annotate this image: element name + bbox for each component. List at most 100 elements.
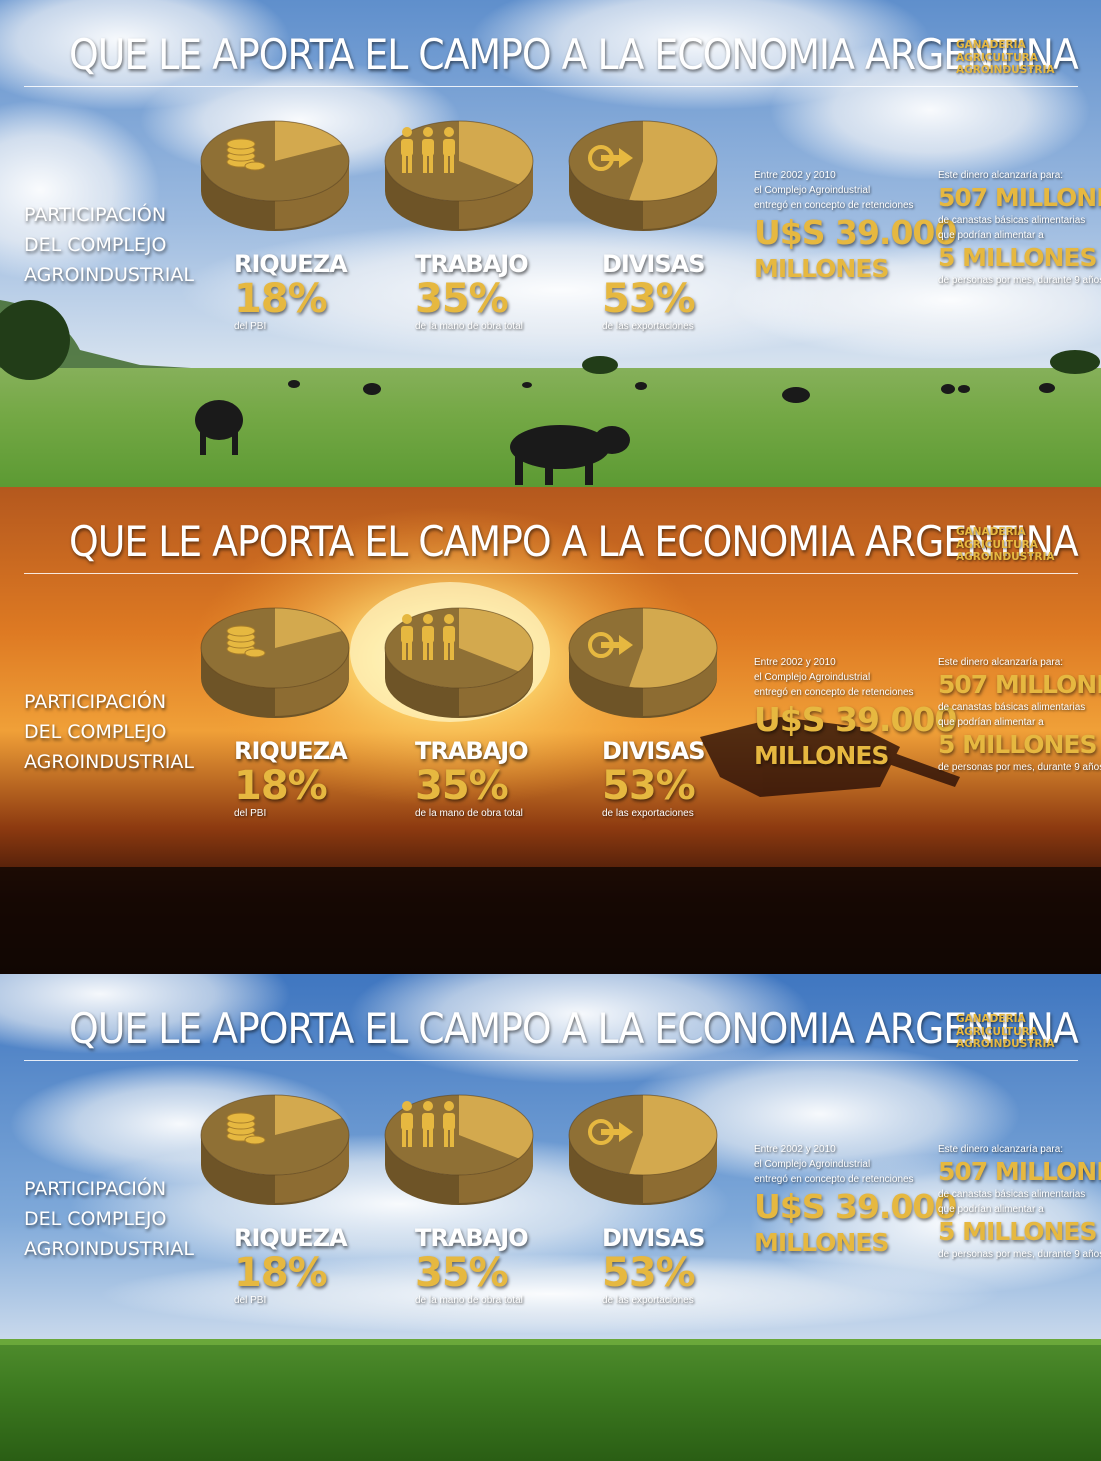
pie-chart-divisas [568, 607, 718, 718]
person-leg [450, 1129, 454, 1147]
person-leg [402, 642, 406, 660]
pie-value-slice-trabajo [459, 1095, 533, 1159]
people-icon [401, 614, 455, 660]
person-body [443, 626, 455, 643]
coins-icon [226, 625, 266, 658]
stat-label: RIQUEZA [234, 737, 348, 765]
stat-note: del PBI [234, 808, 267, 819]
retention-amount: U$S 39.000 [754, 213, 957, 252]
tagline-ganaderia: GANADERIA [956, 1013, 1026, 1025]
participation-line-3: AGROINDUSTRIAL [24, 1238, 194, 1260]
panel-pasture: QUE LE APORTA EL CAMPO A LA ECONOMIA ARG… [0, 0, 1101, 487]
person-body [422, 1113, 434, 1130]
person-leg [402, 1129, 406, 1147]
title-divider [24, 573, 1078, 574]
participation-line-1: PARTICIPACIÓN [24, 204, 167, 226]
stat-riqueza: RIQUEZA 18% del PBI [234, 737, 348, 819]
person-leg [402, 155, 406, 173]
stat-note: de la mano de obra total [415, 1295, 523, 1306]
person-head [423, 1101, 433, 1111]
retention-line-1: Entre 2002 y 2010 [754, 170, 836, 181]
pie-value-slice-divisas [629, 121, 717, 201]
pie-value-slice-riqueza [275, 121, 342, 161]
retention-block: Entre 2002 y 2010 el Complejo Agroindust… [754, 1142, 957, 1259]
person-body [443, 1113, 455, 1130]
pie-value-slice-divisas [629, 1095, 717, 1175]
money-people: 5 MILLONES [938, 730, 1098, 759]
tagline-agroindustria: AGROINDUSTRIA [956, 551, 1055, 563]
money-block: Este dinero alcanzaría para: 507 MILLONE… [938, 655, 1101, 775]
person-leg [423, 1129, 427, 1147]
stat-value: 18% [234, 276, 328, 322]
pie-chart-riqueza [200, 1094, 350, 1205]
stat-label: TRABAJO [415, 250, 529, 278]
stat-trabajo: TRABAJO 35% de la mano de obra total [415, 250, 529, 332]
clouds [0, 974, 1101, 1334]
person-leg [408, 1129, 412, 1147]
export-arrow-icon [588, 632, 633, 658]
export-shaft [601, 642, 623, 648]
pie-chart-divisas [568, 120, 718, 231]
export-arrowhead [619, 148, 633, 168]
harvester-silhouette [700, 717, 960, 797]
pie-value-slice-divisas [629, 608, 717, 688]
stat-label: RIQUEZA [234, 250, 348, 278]
tagline-agroindustria: AGROINDUSTRIA [956, 1038, 1055, 1050]
pie-outline [200, 1094, 350, 1176]
participation-heading: PARTICIPACIÓN DEL COMPLEJO AGROINDUSTRIA… [24, 200, 194, 290]
money-desc-1: de canastas básicas alimentarias [938, 1189, 1086, 1200]
money-people: 5 MILLONES [938, 1217, 1098, 1246]
pie-chart-riqueza [200, 607, 350, 718]
person-leg [408, 642, 412, 660]
stat-value: 53% [602, 276, 696, 322]
person-leg [444, 642, 448, 660]
participation-line-3: AGROINDUSTRIAL [24, 751, 194, 773]
retention-amount: U$S 39.000 [754, 700, 957, 739]
retention-line-3: entregó en concepto de retenciones [754, 1174, 914, 1185]
stat-value: 18% [234, 763, 328, 809]
money-desc-1: de canastas básicas alimentarias [938, 215, 1086, 226]
person-leg [450, 642, 454, 660]
coins-icon [226, 138, 266, 171]
person-leg [429, 642, 433, 660]
pie-side-highlight [459, 648, 533, 716]
sector-tagline: GANADERIA AGRICULTURA AGROINDUSTRIA [956, 39, 1055, 77]
money-desc-3: de personas por mes, durante 9 años [938, 1249, 1101, 1260]
participation-line-1: PARTICIPACIÓN [24, 691, 167, 713]
person-leg [429, 1129, 433, 1147]
retention-line-3: entregó en concepto de retenciones [754, 687, 914, 698]
pie-side-highlight [643, 648, 717, 716]
pie-side-highlight [643, 1135, 717, 1203]
pie-outline [568, 607, 718, 689]
pie-outline [200, 120, 350, 202]
stat-label: RIQUEZA [234, 1224, 348, 1252]
pie-value-slice-trabajo [459, 608, 533, 672]
money-desc-3: de personas por mes, durante 9 años [938, 275, 1101, 286]
stat-note: del PBI [234, 321, 267, 332]
participation-line-3: AGROINDUSTRIAL [24, 264, 194, 286]
person-head [402, 614, 412, 624]
stat-label: TRABAJO [415, 1224, 529, 1252]
pie-outline [384, 607, 534, 689]
pasture-background [0, 0, 1101, 487]
stat-note: de las exportaciones [602, 1295, 694, 1306]
retention-line-1: Entre 2002 y 2010 [754, 1144, 836, 1155]
stat-note: de la mano de obra total [415, 321, 523, 332]
stat-note: del PBI [234, 1295, 267, 1306]
money-block: Este dinero alcanzaría para: 507 MILLONE… [938, 168, 1101, 288]
stat-label: TRABAJO [415, 737, 529, 765]
retention-amount: U$S 39.000 [754, 1187, 957, 1226]
participation-line-2: DEL COMPLEJO [24, 234, 167, 256]
pie-chart-trabajo [384, 1094, 534, 1205]
stat-note: de las exportaciones [602, 808, 694, 819]
stat-value: 18% [234, 1250, 328, 1296]
money-desc-2: que podrían alimentar a [938, 717, 1044, 728]
money-intro: Este dinero alcanzaría para: [938, 170, 1064, 181]
coin [226, 138, 256, 150]
pie-side-highlight [275, 161, 349, 230]
stat-value: 35% [415, 763, 509, 809]
export-arrowhead [619, 635, 633, 655]
person-body [422, 139, 434, 156]
person-body [401, 1113, 413, 1130]
retention-line-2: el Complejo Agroindustrial [754, 185, 871, 196]
